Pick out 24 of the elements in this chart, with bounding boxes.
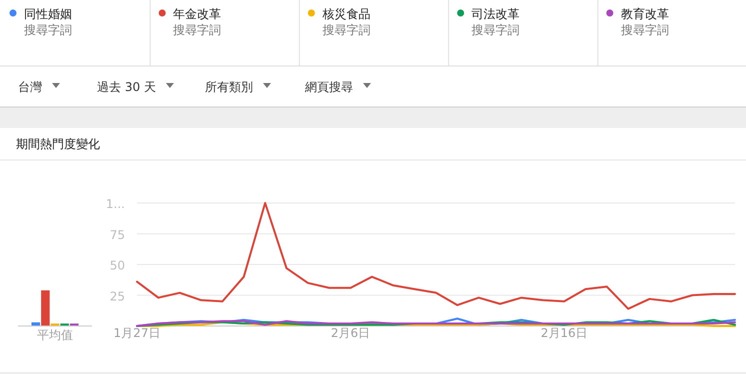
text: 搜尋字詞 [322,23,370,37]
line-series [136,202,736,310]
legend-label: 核災食品 [321,7,370,21]
x-tick-label: 2月16日 [540,326,588,340]
text: 台灣 [18,80,42,94]
x-tick-label: 1月27日 [114,326,160,340]
text: 搜尋字詞 [472,23,520,37]
text: 所有類別 [205,80,253,94]
text: 搜尋字詞 [173,23,222,37]
text: 搜尋字詞 [24,23,72,37]
text: 搜尋字詞 [620,23,669,37]
y-tick-label: 50 [110,258,125,272]
text: 過去 30 天 [97,80,156,94]
x-tick-label: 2月6日 [330,326,370,340]
legend-label: 教育改革 [620,7,669,21]
legend-label: 年金改革 [173,7,222,21]
x-tick-label: 平均值 [37,328,73,342]
y-tick-label: 75 [110,228,125,242]
y-tick-label: 1... [106,197,125,211]
legend-label: 同性婚姻 [24,7,72,21]
y-tick-label: 25 [110,289,125,304]
legend-label: 司法改革 [472,7,520,21]
text: 網頁搜尋 [304,80,353,94]
chart-title: 期間熱門度變化 [16,137,100,151]
